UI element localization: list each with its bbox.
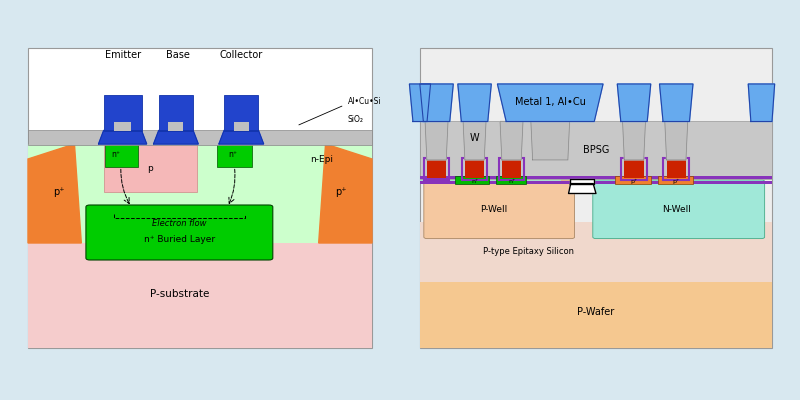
Text: p⁺: p⁺ bbox=[673, 179, 680, 184]
Bar bbox=[420, 176, 772, 179]
Bar bbox=[218, 144, 251, 166]
Text: P-type Epitaxy Silicon: P-type Epitaxy Silicon bbox=[483, 248, 574, 256]
Bar bbox=[224, 94, 258, 130]
Polygon shape bbox=[420, 84, 454, 122]
Polygon shape bbox=[498, 84, 603, 122]
Polygon shape bbox=[500, 122, 523, 160]
Text: W: W bbox=[470, 133, 479, 143]
Polygon shape bbox=[622, 122, 646, 160]
Bar bbox=[624, 160, 644, 178]
Polygon shape bbox=[570, 178, 594, 184]
Bar bbox=[621, 158, 647, 180]
Text: Electron flow: Electron flow bbox=[152, 219, 206, 228]
Polygon shape bbox=[154, 130, 198, 144]
Text: SiO₂: SiO₂ bbox=[348, 116, 364, 124]
FancyBboxPatch shape bbox=[593, 180, 765, 238]
Bar bbox=[420, 181, 772, 184]
Bar bbox=[658, 176, 693, 184]
Text: Al•Cu•Si: Al•Cu•Si bbox=[348, 98, 382, 106]
Polygon shape bbox=[569, 184, 596, 194]
Bar bbox=[158, 94, 193, 130]
Text: P-Wafer: P-Wafer bbox=[578, 307, 614, 317]
Bar bbox=[502, 160, 522, 178]
Bar bbox=[28, 243, 372, 348]
Bar bbox=[420, 222, 772, 282]
Polygon shape bbox=[28, 144, 82, 243]
Text: P-substrate: P-substrate bbox=[150, 289, 209, 299]
Polygon shape bbox=[458, 84, 491, 122]
FancyBboxPatch shape bbox=[424, 180, 574, 238]
Bar bbox=[420, 282, 772, 348]
Bar bbox=[420, 48, 772, 348]
Text: n⁺ Buried Layer: n⁺ Buried Layer bbox=[144, 236, 215, 244]
Text: n⁺: n⁺ bbox=[508, 179, 515, 184]
Text: BPSG: BPSG bbox=[583, 145, 609, 155]
Bar bbox=[28, 48, 372, 348]
Bar bbox=[465, 160, 484, 178]
Bar bbox=[104, 94, 142, 130]
Text: p⁺: p⁺ bbox=[630, 179, 638, 184]
Text: Emitter: Emitter bbox=[105, 50, 141, 60]
Text: Base: Base bbox=[166, 50, 190, 60]
Bar bbox=[28, 130, 372, 146]
Text: N-Well: N-Well bbox=[662, 206, 691, 214]
Polygon shape bbox=[219, 130, 264, 144]
Bar bbox=[168, 122, 183, 130]
Text: n⁺: n⁺ bbox=[471, 179, 478, 184]
Bar bbox=[424, 158, 450, 180]
Polygon shape bbox=[318, 144, 372, 243]
Bar bbox=[455, 176, 489, 184]
Bar bbox=[28, 144, 372, 243]
Bar bbox=[114, 122, 131, 130]
Bar bbox=[106, 144, 138, 166]
Bar bbox=[666, 160, 686, 178]
Text: p⁺: p⁺ bbox=[335, 187, 346, 197]
Text: p: p bbox=[147, 164, 153, 172]
Polygon shape bbox=[665, 122, 688, 160]
Text: Metal 1, Al•Cu: Metal 1, Al•Cu bbox=[515, 97, 586, 107]
Bar bbox=[420, 122, 772, 178]
Bar bbox=[234, 122, 249, 130]
Text: n⁺: n⁺ bbox=[228, 150, 237, 159]
Bar bbox=[104, 142, 197, 192]
Bar bbox=[462, 158, 487, 180]
Polygon shape bbox=[748, 84, 774, 122]
Polygon shape bbox=[618, 84, 650, 122]
Polygon shape bbox=[425, 122, 448, 160]
Polygon shape bbox=[659, 84, 693, 122]
Polygon shape bbox=[98, 130, 146, 144]
Bar bbox=[427, 160, 446, 178]
Text: n⁺: n⁺ bbox=[111, 150, 120, 159]
Text: n-Epi: n-Epi bbox=[310, 154, 333, 164]
Bar bbox=[498, 158, 525, 180]
Polygon shape bbox=[531, 122, 570, 160]
FancyBboxPatch shape bbox=[86, 205, 273, 260]
Bar bbox=[615, 176, 650, 184]
Bar bbox=[420, 178, 561, 184]
Text: Collector: Collector bbox=[220, 50, 263, 60]
Bar bbox=[496, 176, 526, 184]
Bar bbox=[663, 158, 689, 180]
Polygon shape bbox=[463, 122, 486, 160]
Text: P-Well: P-Well bbox=[480, 206, 507, 214]
Bar bbox=[100, 144, 145, 146]
Text: p⁺: p⁺ bbox=[54, 187, 65, 197]
Polygon shape bbox=[410, 84, 430, 122]
